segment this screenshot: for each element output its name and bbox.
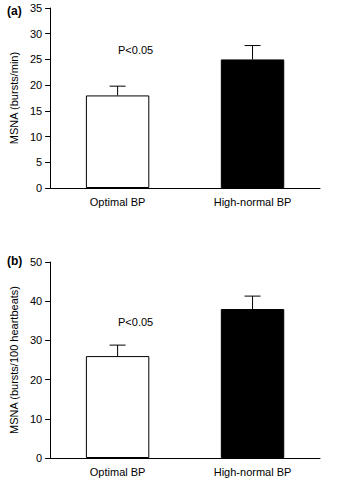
svg-text:20: 20	[30, 79, 42, 91]
svg-text:50: 50	[30, 256, 42, 268]
svg-text:(b): (b)	[7, 254, 22, 268]
svg-text:25: 25	[30, 53, 42, 65]
svg-text:P<0.05: P<0.05	[118, 316, 153, 328]
svg-text:40: 40	[30, 295, 42, 307]
svg-text:High-normal BP: High-normal BP	[214, 196, 292, 208]
svg-text:15: 15	[30, 105, 42, 117]
svg-text:Optimal BP: Optimal BP	[90, 196, 146, 208]
svg-text:MSNA (bursts/100 heartbeats): MSNA (bursts/100 heartbeats)	[8, 286, 20, 434]
svg-text:20: 20	[30, 374, 42, 386]
svg-text:35: 35	[30, 2, 42, 14]
svg-text:Optimal BP: Optimal BP	[90, 466, 146, 478]
svg-text:30: 30	[30, 334, 42, 346]
svg-text:0: 0	[36, 182, 42, 194]
svg-text:High-normal BP: High-normal BP	[214, 466, 292, 478]
svg-text:5: 5	[36, 156, 42, 168]
svg-text:MSNA (bursts/min): MSNA (bursts/min)	[8, 52, 20, 144]
svg-text:10: 10	[30, 413, 42, 425]
svg-text:(a): (a)	[7, 4, 22, 18]
svg-text:30: 30	[30, 28, 42, 40]
svg-text:10: 10	[30, 131, 42, 143]
svg-text:0: 0	[36, 452, 42, 464]
svg-text:P<0.05: P<0.05	[118, 44, 153, 56]
